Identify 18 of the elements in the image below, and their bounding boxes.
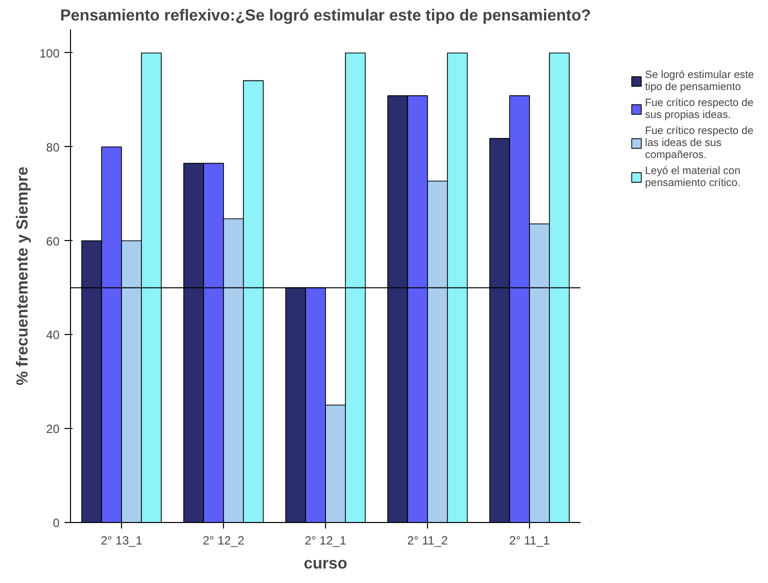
x-tick-label: 2° 11_1 [509,534,550,548]
y-tick-label: 20 [46,422,60,436]
legend-label: Fue crítico respecto de sus propias ideas. [645,97,754,121]
y-tick-label: 100 [39,46,60,60]
legend-label: Se logró estimular este tipo de pensamiento [645,69,754,93]
y-axis-title: % frecuentemente y Siempre [14,166,32,386]
chart-title: Pensamiento reflexivo:¿Se logró estimular este tipo de pensamiento? [60,8,591,24]
y-tick-label: 40 [46,328,60,342]
x-axis-title: curso [304,556,348,572]
x-tick-label: 2° 11_2 [407,534,448,548]
legend-label: Fue crítico respecto de las ideas de sus compañeros. [645,125,754,161]
x-tick-label: 2° 12_2 [202,534,245,548]
x-tick-label: 2° 12_1 [304,534,347,548]
legend-label: Leyó el material con pensamiento crítico. [645,165,740,189]
y-tick-label: 80 [46,140,60,154]
y-tick-label: 60 [46,234,60,248]
y-tick-label: 0 [52,516,60,530]
x-tick-label: 2° 13_1 [100,534,143,548]
